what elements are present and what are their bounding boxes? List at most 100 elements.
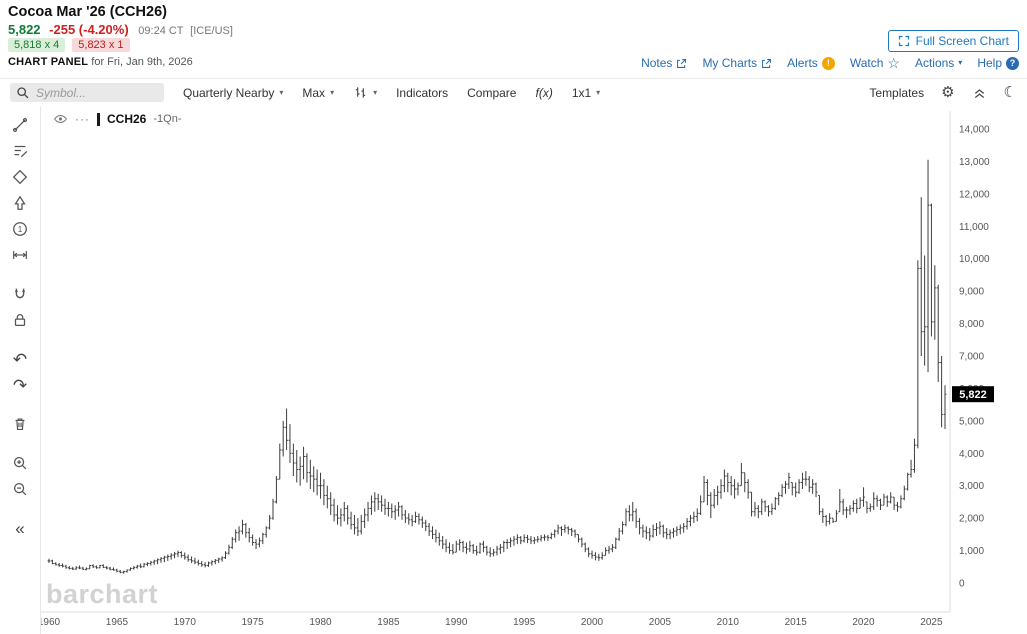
external-link-icon (762, 58, 772, 68)
symbol-search (10, 83, 164, 102)
lock-tool[interactable] (5, 308, 35, 332)
svg-text:4,000: 4,000 (959, 449, 984, 460)
dark-mode-icon[interactable]: ☾ (1003, 84, 1017, 101)
notes-link[interactable]: Notes (641, 56, 687, 70)
compare-button[interactable]: Compare (467, 85, 517, 100)
svg-text:11,000: 11,000 (959, 222, 989, 233)
ask-quote: 5,823 x 1 (72, 38, 130, 52)
frequency-dropdown[interactable]: Quarterly Nearby ▾ (183, 85, 284, 100)
legend-symbol: CCH26 (107, 112, 147, 126)
chevron-down-icon: ▾ (330, 87, 335, 97)
quote-time: 09:24 CT (138, 25, 184, 37)
chevron-down-icon: ▾ (373, 87, 378, 97)
svg-text:1965: 1965 (106, 617, 129, 628)
delete-drawings-button[interactable] (5, 412, 35, 436)
svg-text:1,000: 1,000 (959, 546, 984, 557)
zoom-out-button[interactable] (5, 477, 35, 501)
svg-text:8,000: 8,000 (959, 319, 984, 330)
chevron-down-icon: ▾ (279, 87, 284, 97)
annotation-tool[interactable] (5, 139, 35, 163)
symbol-input[interactable] (10, 83, 164, 102)
chart-area: 01,0002,0003,0004,0005,0006,0007,0008,00… (41, 106, 1027, 634)
barchart-watermark: barchart (46, 579, 159, 609)
svg-text:5,000: 5,000 (959, 416, 984, 427)
help-link[interactable]: Help ? (977, 56, 1019, 70)
quote-line: 5,822 -255 (-4.20%) 09:24 CT [ICE/US] (8, 22, 233, 37)
series-color-swatch (97, 112, 100, 126)
actions-link[interactable]: Actions ▾ (914, 56, 963, 70)
layout-dropdown[interactable]: 1x1 ▾ (571, 85, 601, 100)
toolbar-right: Templates ⚙ ☾ (869, 85, 1017, 100)
svg-text:2020: 2020 (852, 617, 875, 628)
svg-text:2015: 2015 (785, 617, 808, 628)
panel-date: for Fri, Jan 9th, 2026 (91, 56, 193, 68)
svg-text:1960: 1960 (41, 617, 61, 628)
undo-button[interactable]: ↶ (12, 349, 28, 369)
watch-link[interactable]: Watch ☆ (849, 55, 900, 71)
svg-text:13,000: 13,000 (959, 157, 990, 168)
exchange-label: [ICE/US] (190, 25, 233, 37)
expand-icon (898, 35, 909, 47)
svg-text:5,822: 5,822 (959, 389, 987, 401)
bid-quote: 5,818 x 4 (8, 38, 66, 52)
fullscreen-button[interactable]: Full Screen Chart (887, 30, 1019, 52)
svg-text:1995: 1995 (513, 617, 536, 628)
svg-text:2000: 2000 (581, 617, 604, 628)
zoom-in-button[interactable] (5, 451, 35, 475)
chevron-down-icon: ▾ (958, 58, 963, 67)
fx-button[interactable]: f(x) (535, 85, 553, 100)
svg-text:1990: 1990 (445, 617, 468, 628)
last-price: 5,822 (8, 22, 41, 37)
help-icon: ? (1006, 56, 1019, 70)
svg-text:1975: 1975 (241, 617, 264, 628)
trendline-tool[interactable] (5, 113, 35, 137)
alerts-link[interactable]: Alerts ! (787, 56, 835, 70)
collapse-toolbar-icon[interactable] (972, 85, 987, 100)
panel-line: CHART PANEL for Fri, Jan 9th, 2026 (8, 56, 193, 68)
svg-text:2005: 2005 (649, 617, 672, 628)
chevron-down-icon: ▾ (596, 87, 601, 97)
templates-button[interactable]: Templates (869, 85, 925, 100)
svg-text:3,000: 3,000 (959, 481, 984, 492)
chart-canvas[interactable]: 01,0002,0003,0004,0005,0006,0007,0008,00… (41, 106, 1027, 634)
magnet-tool[interactable] (5, 282, 35, 306)
quick-links: Notes My Charts Alerts ! Watch ☆ Actions… (641, 56, 1019, 70)
fullscreen-label: Full Screen Chart (915, 34, 1009, 48)
svg-text:10,000: 10,000 (959, 254, 990, 265)
svg-text:1: 1 (18, 225, 23, 234)
svg-text:1980: 1980 (309, 617, 332, 628)
svg-text:2025: 2025 (920, 617, 943, 628)
legend-frequency: -1Qn- (153, 113, 182, 125)
collapse-sidebar-button[interactable]: « (15, 518, 25, 538)
drawing-sidebar: 1 ↶ ↷ (0, 106, 41, 634)
svg-text:2010: 2010 (717, 617, 740, 628)
price-change: -255 (-4.20%) (49, 22, 129, 37)
gear-icon[interactable]: ⚙ (941, 84, 955, 101)
svg-text:9,000: 9,000 (959, 287, 984, 298)
svg-text:12,000: 12,000 (959, 189, 990, 200)
quote-header: Cocoa Mar '26 (CCH26) 5,822 -255 (-4.20%… (0, 0, 1027, 78)
my-charts-link[interactable]: My Charts (702, 56, 772, 70)
arrow-tool[interactable] (5, 191, 35, 215)
range-dropdown[interactable]: Max ▾ (302, 85, 335, 100)
svg-text:0: 0 (959, 579, 965, 590)
series-menu-icon[interactable]: ··· (75, 112, 90, 126)
numbered-annotation-tool[interactable]: 1 (5, 217, 35, 241)
measure-tool[interactable] (5, 243, 35, 267)
redo-button[interactable]: ↷ (12, 375, 28, 395)
page-title: Cocoa Mar '26 (CCH26) (8, 4, 167, 20)
chart-legend: ··· CCH26 -1Qn- (53, 112, 181, 126)
search-icon (17, 87, 29, 99)
chart-type-dropdown[interactable]: ▾ (353, 85, 377, 100)
svg-text:1985: 1985 (377, 617, 400, 628)
visibility-eye-icon[interactable] (53, 113, 68, 125)
svg-text:2,000: 2,000 (959, 514, 984, 525)
last-price-tag: 5,822 (952, 386, 994, 403)
ohlc-bars-icon (355, 87, 366, 98)
panel-label: CHART PANEL (8, 56, 89, 68)
external-link-icon (677, 58, 687, 68)
indicators-button[interactable]: Indicators (396, 85, 449, 100)
shapes-tool[interactable] (5, 165, 35, 189)
bid-ask-row: 5,818 x 4 5,823 x 1 (8, 38, 130, 52)
svg-text:7,000: 7,000 (959, 352, 984, 363)
